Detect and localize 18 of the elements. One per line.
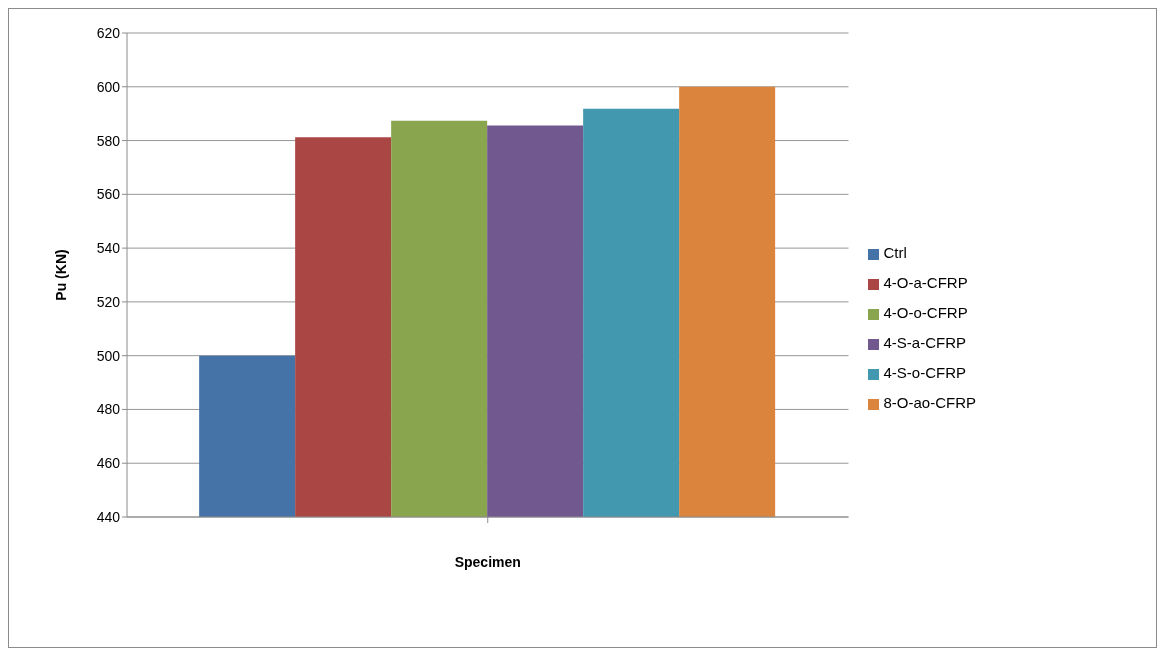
y-tick-label: 620 — [96, 24, 121, 41]
x-axis-title: Specimen — [454, 554, 521, 570]
y-tick-label: 480 — [96, 401, 121, 418]
y-tick-label: 600 — [96, 78, 121, 95]
y-tick-label: 500 — [96, 347, 121, 364]
legend-label: Ctrl — [883, 244, 907, 261]
legend-label: 4-O-o-CFRP — [883, 304, 968, 321]
legend-label: 8-O-ao-CFRP — [883, 394, 976, 411]
legend-label: 4-S-o-CFRP — [883, 364, 966, 381]
y-tick-label: 580 — [96, 132, 121, 149]
legend-label: 4-O-a-CFRP — [883, 274, 968, 291]
y-tick-label: 560 — [96, 186, 121, 203]
y-tick-label: 440 — [96, 508, 121, 525]
y-tick-label: 520 — [96, 293, 121, 310]
y-axis-title: Pu (KN) — [52, 249, 69, 301]
y-tick-label: 540 — [96, 240, 121, 257]
legend-label: 4-S-a-CFRP — [883, 334, 966, 351]
y-tick-label: 460 — [96, 455, 121, 472]
